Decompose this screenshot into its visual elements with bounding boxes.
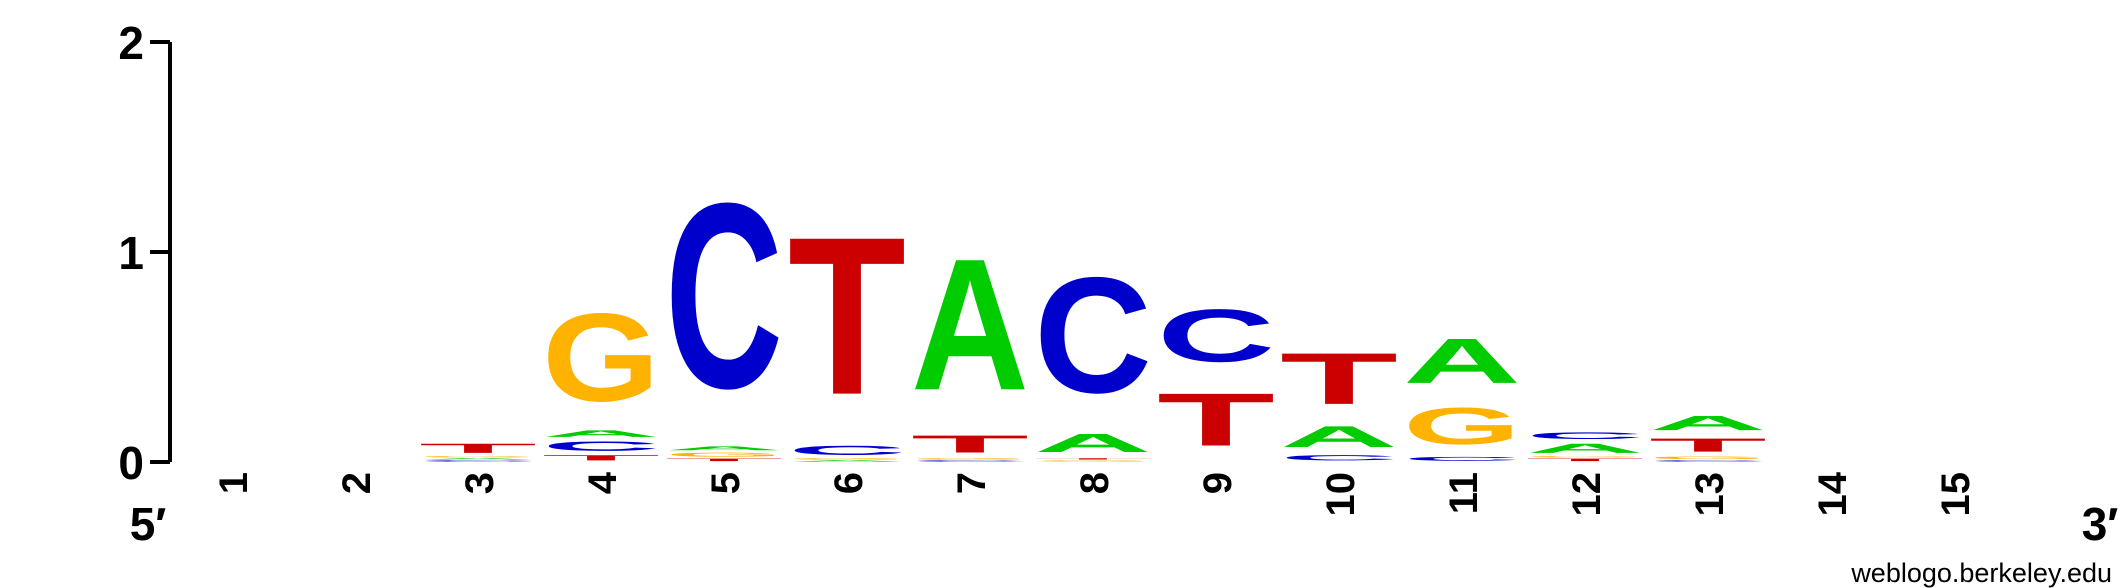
logo-letter-t: T	[911, 430, 1029, 457]
x-tick-label: 13	[1688, 472, 1732, 517]
logo-letter-t: T	[1034, 458, 1152, 460]
logo-letter-t: T	[1280, 338, 1398, 420]
logo-letter-g: G	[1526, 456, 1644, 458]
weblogo-credit: weblogo.berkeley.edu	[1850, 558, 2112, 588]
logo-letter-g: G	[1649, 456, 1767, 460]
logo-letter-t: T	[542, 454, 660, 462]
y-tick-label: 2	[118, 17, 144, 69]
logo-letter-a: A	[1526, 441, 1644, 456]
logo-letter-g: G	[788, 458, 906, 460]
logo-letter-t: T	[419, 441, 537, 456]
x-tick-label: 9	[1196, 472, 1240, 494]
logo-letter-c: C	[1034, 242, 1152, 427]
x-tick-label: 8	[1073, 472, 1117, 494]
x-tick-label: 3	[458, 472, 502, 494]
logo-letter-c: C	[1403, 456, 1521, 462]
logo-letter-c: C	[1526, 430, 1644, 441]
logo-letter-g: G	[1403, 397, 1521, 456]
x-tick-label: 12	[1565, 472, 1609, 517]
x-axis-labels: 1 2 3 4 5 6 7 8 9 10 11 12 13 14 15	[212, 471, 1978, 516]
x-tick-label: 6	[827, 472, 871, 494]
logo-letter-c: C	[665, 148, 783, 444]
logo-letter-t: T	[1526, 458, 1644, 462]
x-tick-label: 5	[704, 472, 748, 494]
logo-letter-g: G	[542, 287, 660, 428]
logo-letter-a: A	[542, 428, 660, 439]
logo-letter-a: A	[911, 221, 1029, 430]
logo-letter-c: C	[911, 460, 1029, 462]
logo-letter-a: A	[1034, 428, 1152, 457]
y-axis: 0 1 2	[118, 17, 172, 489]
logo-letter-a: A	[788, 460, 906, 462]
logo-letter-t: T	[665, 458, 783, 462]
logo-letter-c: C	[1649, 460, 1767, 462]
logo-letter-a: A	[419, 458, 537, 460]
logo-letter-t: T	[1649, 435, 1767, 456]
logo-letter-t: T	[788, 191, 906, 442]
x-tick-label: 14	[1811, 471, 1855, 516]
logo-letter-c: C	[788, 443, 906, 458]
logo-letter-a: A	[1403, 326, 1521, 397]
x-tick-label: 7	[950, 472, 994, 494]
x-tick-label: 2	[335, 472, 379, 494]
logo-letter-c: C	[1157, 294, 1275, 378]
x-tick-label: 1	[212, 472, 256, 494]
x-tick-label: 10	[1319, 472, 1363, 517]
five-prime-end-label: 5′	[130, 498, 167, 550]
logo-letter-c: C	[1280, 454, 1398, 462]
three-prime-end-label: 3′	[2082, 498, 2119, 550]
logo-letter-t: T	[1157, 378, 1275, 462]
y-tick-label: 1	[118, 227, 144, 279]
x-tick-label: 4	[581, 471, 625, 494]
logo-letter-a: A	[665, 445, 783, 451]
logo-letter-c: C	[542, 439, 660, 454]
logo-letter-g: G	[665, 451, 783, 457]
x-tick-label: 15	[1934, 472, 1978, 517]
logo-letter-g: G	[1034, 460, 1152, 462]
logo-letter-c: C	[419, 460, 537, 462]
logo-letter-a: A	[1280, 420, 1398, 453]
logo-letter-a: A	[1649, 412, 1767, 435]
y-tick-label: 0	[118, 437, 144, 489]
x-tick-label: 11	[1442, 472, 1486, 514]
logo-letter-g: G	[419, 456, 537, 458]
logo-letter-g: G	[911, 458, 1029, 460]
